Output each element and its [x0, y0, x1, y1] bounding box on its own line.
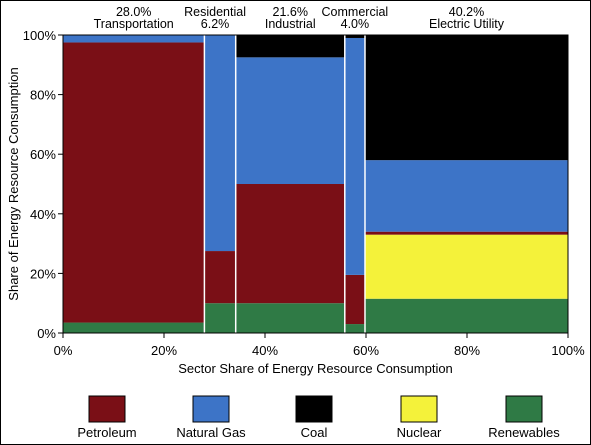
segment-electric-utility-petroleum: [364, 231, 568, 235]
segment-residential-petroleum: [204, 251, 236, 304]
y-axis-label: Share of Energy Resource Consumption: [6, 67, 21, 300]
y-tick-label: 0%: [37, 326, 56, 341]
sector-name-label: Industrial: [265, 17, 316, 31]
y-tick-label: 100%: [23, 28, 57, 43]
legend-swatch-petroleum: [88, 395, 126, 423]
sector-name-label: Residential: [184, 5, 246, 19]
sector-share-label: 6.2%: [201, 17, 230, 31]
segment-commercial-renewables: [344, 324, 365, 333]
sector-name-label: Electric Utility: [429, 17, 505, 31]
segment-industrial-coal: [235, 35, 345, 58]
x-axis-label: Sector Share of Energy Resource Consumpt…: [178, 361, 453, 376]
sector-share-label: 4.0%: [341, 17, 370, 31]
y-tick-label: 40%: [30, 207, 56, 222]
segment-industrial-natural-gas: [235, 57, 345, 184]
sector-share-label: 28.0%: [116, 5, 151, 19]
sector-share-label: 40.2%: [449, 5, 484, 19]
segment-electric-utility-nuclear: [364, 234, 568, 299]
plot-border: [62, 34, 569, 334]
sector-name-label: Transportation: [94, 17, 174, 31]
legend-swatch-coal: [295, 395, 333, 423]
segment-transportation-petroleum: [63, 42, 205, 323]
legend-swatch-nuclear: [400, 395, 438, 423]
y-tick-label: 20%: [30, 266, 56, 281]
legend-label: Petroleum: [77, 425, 136, 440]
legend-label: Renewables: [488, 425, 560, 440]
legend-label: Coal: [301, 425, 328, 440]
y-tick-label: 60%: [30, 147, 56, 162]
segment-electric-utility-natural-gas: [364, 160, 568, 232]
sector-share-label: 21.6%: [273, 5, 308, 19]
segment-commercial-natural-gas: [344, 37, 365, 275]
y-tick-label: 80%: [30, 88, 56, 103]
segment-transportation-renewables: [63, 322, 205, 333]
segment-electric-utility-renewables: [364, 298, 568, 333]
x-tick-label: 20%: [151, 343, 177, 358]
x-tick-label: 40%: [252, 343, 278, 358]
legend-swatch-natural-gas: [192, 395, 230, 423]
segment-commercial-petroleum: [344, 274, 365, 325]
legend-swatch-renewables: [505, 395, 543, 423]
segment-industrial-renewables: [235, 303, 345, 333]
x-tick-label: 60%: [353, 343, 379, 358]
segment-transportation-natural-gas: [63, 35, 205, 43]
x-tick-label: 0%: [54, 343, 73, 358]
legend-label: Natural Gas: [176, 425, 246, 440]
segment-industrial-petroleum: [235, 184, 345, 304]
x-tick-label: 80%: [454, 343, 480, 358]
segment-electric-utility-coal: [364, 35, 568, 161]
sector-name-label: Commercial: [322, 5, 389, 19]
legend-label: Nuclear: [397, 425, 442, 440]
segment-residential-natural-gas: [204, 35, 236, 252]
segment-commercial-coal: [344, 35, 365, 38]
x-tick-label: 100%: [551, 343, 585, 358]
segment-residential-renewables: [204, 303, 236, 333]
